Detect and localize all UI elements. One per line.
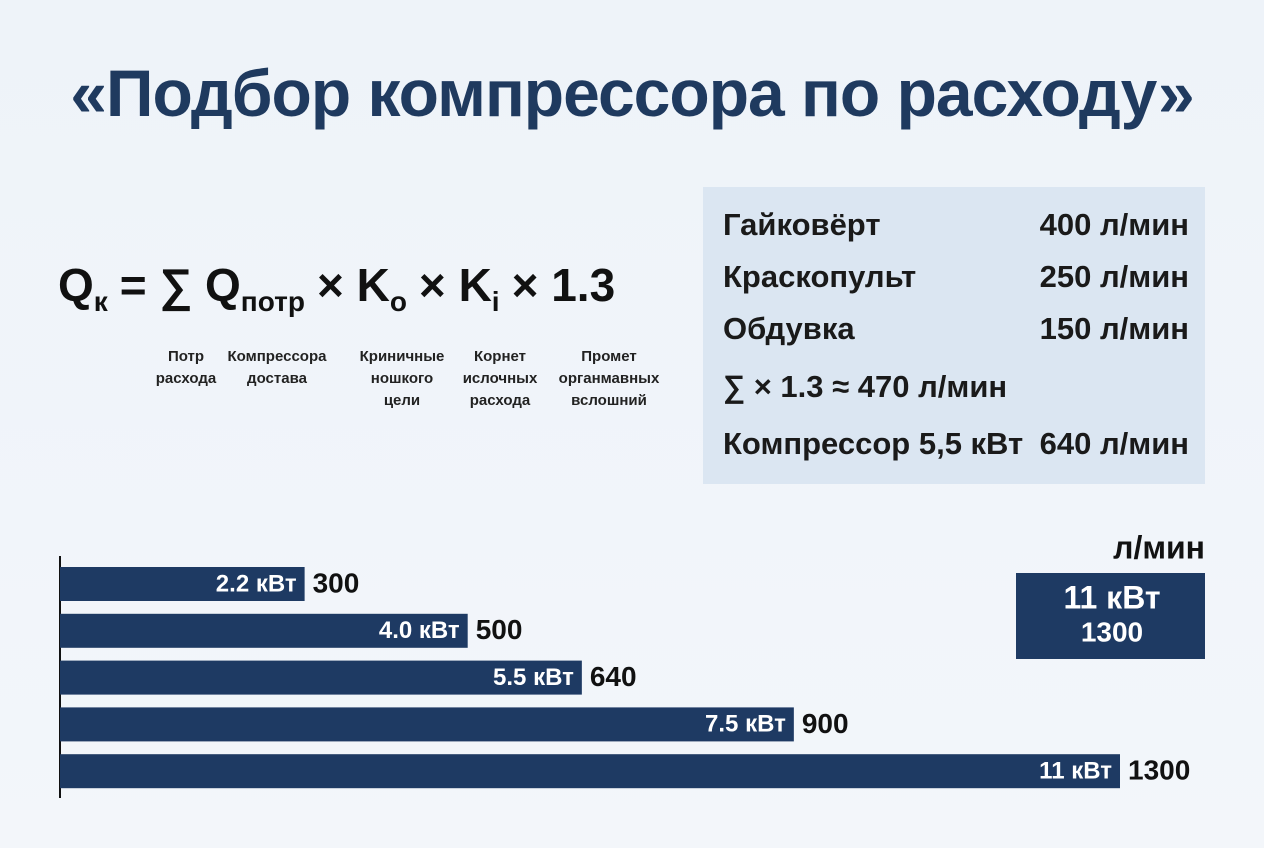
formula-part: × 1.3 <box>512 259 616 311</box>
note-line: расхода <box>469 392 531 409</box>
tool-name: Гайковёрт <box>723 207 881 242</box>
formula: Qк = ∑ Qпотр × Ko × Ki × 1.3 <box>58 258 627 318</box>
bar-value-label: 300 <box>313 567 360 598</box>
highlight-value: 1300 <box>1081 616 1143 647</box>
bar-category-label: 11 кВт <box>1039 758 1112 785</box>
formula-subscript: потр <box>240 286 305 317</box>
formula-text: × 1.3 <box>511 259 616 311</box>
note-line: органмавных <box>558 370 660 387</box>
summary-text: ∑ × 1.3 ≈ 470 л/мин <box>723 369 1008 404</box>
flow-value: 150 л/мин <box>1039 311 1189 346</box>
note-line: Потр <box>167 348 205 365</box>
bar <box>60 754 1120 789</box>
note-line: Корнет <box>473 348 527 365</box>
bar <box>60 567 305 601</box>
formula-text: × K <box>316 259 390 311</box>
note-line: Криничные <box>359 348 445 365</box>
formula-part: Qк <box>58 259 108 317</box>
page-title: «Подбор компрессора по расходу» <box>70 56 1194 130</box>
bar-category-label: 4.0 кВт <box>379 617 460 644</box>
highlight-category: 11 кВт <box>1063 579 1160 615</box>
formula-note: Промет органмавных вслошний <box>559 346 660 412</box>
summary: ∑ × 1.3 ≈ 470 л/мин <box>723 369 1189 405</box>
note-line: ношкого <box>370 370 434 387</box>
tool-name: Краскопульт <box>723 259 917 294</box>
note-line: вслошний <box>571 392 647 409</box>
table-row: Обдувка 150 л/мин <box>723 311 1189 347</box>
bar-value-label: 1300 <box>1128 755 1190 786</box>
bar <box>60 660 582 695</box>
result-part: Компрессор 5,5 кВт <box>723 426 1024 461</box>
tool-name: Обдувка <box>723 311 855 346</box>
note-line: цели <box>383 392 421 409</box>
formula-text: Q <box>58 259 94 311</box>
bar-value-label: 640 <box>590 661 637 692</box>
bar-category-label: 7.5 кВт <box>705 711 786 738</box>
flow-value: 400 л/мин <box>1039 207 1189 242</box>
formula-note: Криничные ношкого цели <box>360 346 445 412</box>
formula-part: × Ki <box>418 259 500 317</box>
note-line: достава <box>247 370 307 387</box>
formula-subscript: i <box>491 286 500 317</box>
x-axis-label: л/мин <box>1113 529 1205 565</box>
calc-panel: Гайковёрт 400 л/мин Краскопульт 250 л/мин Об… <box>703 187 1205 484</box>
bar-value-label: 900 <box>802 708 849 739</box>
note-line: расхода <box>155 370 217 387</box>
chart: л/мин 2.2 кВт 300 4.0 кВт 500 5.5 кВт 640 7.5 к… <box>59 529 1205 798</box>
table-row: Гайковёрт 400 л/мин <box>723 207 1189 243</box>
bar-value-label: 500 <box>476 614 523 645</box>
formula-part: × Ko <box>316 259 407 317</box>
table-row: Краскопульт 250 л/мин <box>723 259 1189 295</box>
formula-note: Потр расхода <box>156 346 216 390</box>
highlight-box <box>1016 573 1205 659</box>
formula-note: Корнет ислочных расхода <box>463 346 538 412</box>
formula-text: × K <box>418 259 492 311</box>
bar <box>60 707 794 742</box>
result: Компрессор 5,5 кВт 640 л/мин <box>723 426 1189 462</box>
note-line: Компрессора <box>227 348 327 365</box>
flow-value: 250 л/мин <box>1039 259 1189 294</box>
result-part: 640 л/мин <box>1039 426 1189 461</box>
formula-note: Компрессора достава <box>228 346 327 390</box>
bar-category-label: 5.5 кВт <box>493 664 574 691</box>
note-line: ислочных <box>462 370 538 387</box>
formula-text: = ∑ Q <box>119 259 241 311</box>
formula-part: = ∑ Qпотр <box>119 259 305 317</box>
note-line: Промет <box>581 348 637 365</box>
formula-subscript: o <box>389 286 407 317</box>
bar-category-label: 2.2 кВт <box>216 570 297 597</box>
bar <box>60 613 468 648</box>
formula-subscript: к <box>93 286 108 317</box>
